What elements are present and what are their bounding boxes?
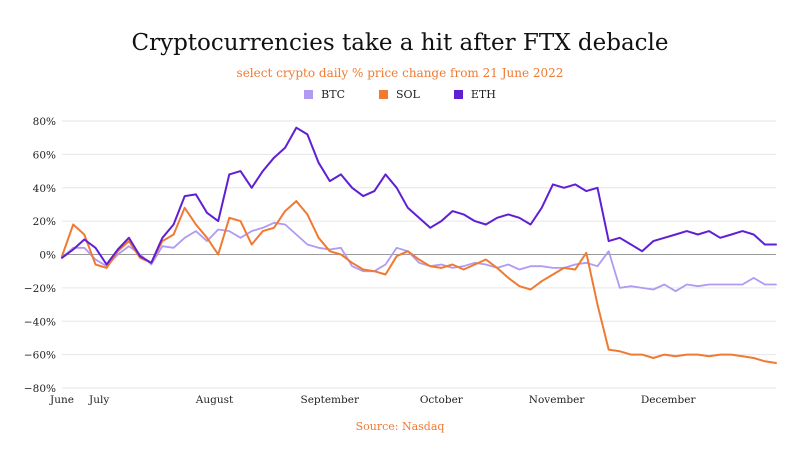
x-tick-label: October: [420, 394, 464, 406]
legend-label-btc: BTC: [321, 88, 345, 101]
x-tick-label: August: [195, 394, 234, 406]
chart-source: Source: Nasdaq: [355, 420, 445, 433]
legend-swatch-sol: [379, 90, 388, 99]
y-tick-label: −20%: [24, 283, 56, 295]
y-tick-label: −60%: [24, 350, 56, 362]
legend-item-eth[interactable]: ETH: [453, 88, 496, 101]
y-tick-label: 80%: [33, 116, 56, 128]
series-line-eth: [61, 126, 777, 266]
y-tick-label: 60%: [33, 149, 56, 161]
y-tick-label: −40%: [24, 316, 56, 328]
chart-subtitle: select crypto daily % price change from …: [236, 66, 564, 80]
series-line-btc: [61, 221, 777, 293]
chart-title: Cryptocurrencies take a hit after FTX de…: [131, 30, 669, 56]
legend-swatch-btc: [304, 90, 314, 99]
y-tick-label: 20%: [33, 216, 56, 228]
x-tick-label: June: [49, 394, 74, 406]
legend-item-btc[interactable]: BTC: [304, 88, 345, 101]
y-tick-label: 0%: [39, 250, 56, 262]
x-tick-label: December: [641, 394, 697, 406]
x-tick-label: July: [88, 394, 109, 406]
legend-label-sol: SOL: [396, 88, 420, 101]
x-tick-label: November: [529, 394, 586, 406]
legend: BTC SOL ETH: [0, 88, 800, 101]
y-tick-label: 40%: [33, 183, 56, 195]
y-tick-label: −80%: [24, 383, 56, 395]
x-tick-label: September: [301, 394, 360, 406]
series-line-sol: [61, 200, 777, 364]
legend-label-eth: ETH: [470, 88, 496, 101]
legend-item-sol[interactable]: SOL: [379, 88, 420, 101]
legend-swatch-eth: [453, 90, 463, 99]
